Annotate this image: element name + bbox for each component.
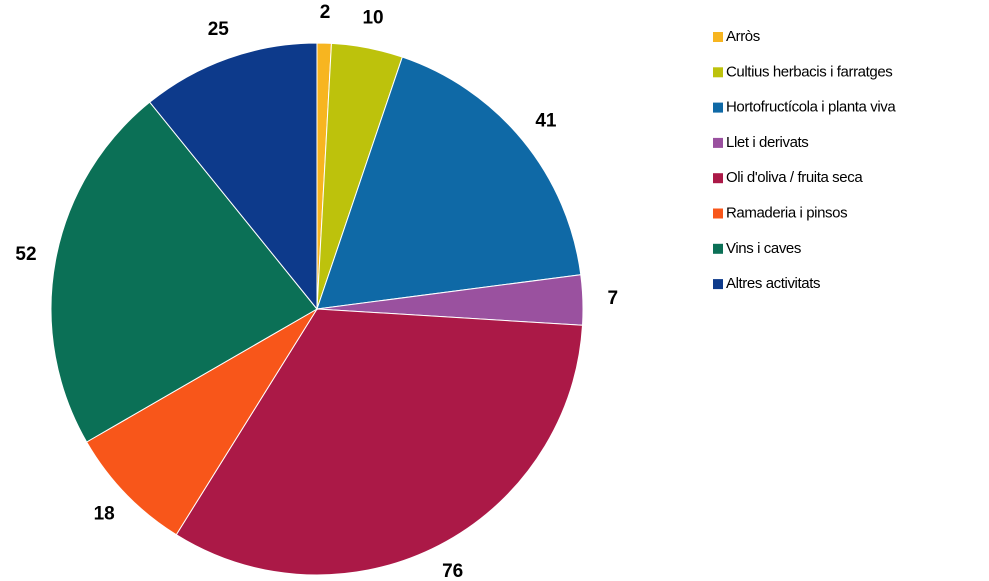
data-label: 25 [208,19,230,40]
pie-slice [149,42,318,311]
data-label: 52 [15,244,36,265]
legend-label: Altres activitats [726,275,820,292]
legend-swatch [713,243,723,254]
legend-label: Cultius herbacis i farratges [726,63,892,80]
legend-swatch [713,208,723,219]
legend-swatch [713,137,723,148]
legend-label: Hortofructícola i planta viva [726,99,896,116]
pie-slice [85,308,318,536]
legend-label: Oli d'oliva / fruita seca [726,169,863,186]
legend-swatch [713,102,723,113]
legend-label: Vins i caves [726,240,801,257]
legend-swatch [713,279,723,290]
pie-slice [50,101,318,443]
legend-swatch [713,67,723,78]
data-label: 2 [320,2,331,23]
data-label: 10 [362,7,383,28]
legend-label: Ramaderia i pinsos [726,204,847,221]
data-label: 18 [94,504,115,525]
data-label: 76 [442,561,463,581]
data-label: 41 [535,110,557,131]
legend-swatch [713,32,723,42]
legend-label: Arròs [726,28,760,45]
pie-slice [316,56,582,310]
data-label: 7 [608,288,619,309]
legend-swatch [713,173,723,184]
legend-label: Llet i derivats [726,134,808,151]
pie-slice [175,308,584,576]
